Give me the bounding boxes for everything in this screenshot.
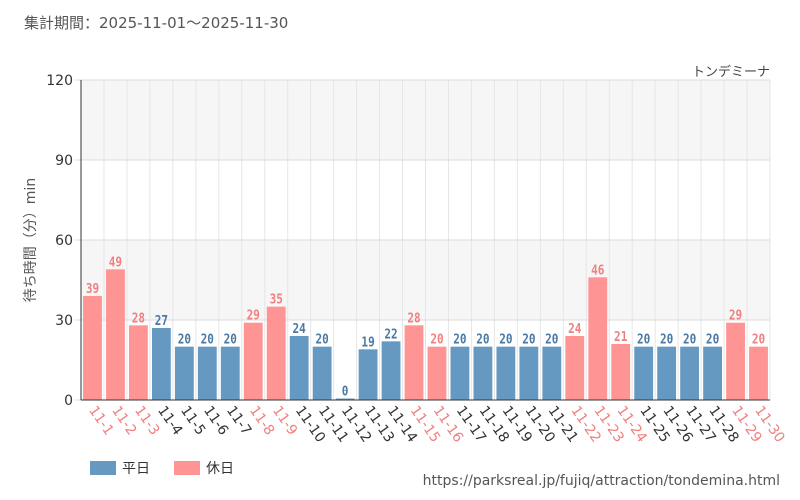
bar-value-label: 27	[155, 313, 168, 328]
bar-value-label: 20	[752, 332, 765, 347]
bar-11-5	[174, 346, 194, 400]
bar-value-label: 35	[270, 292, 283, 307]
x-tick-label: 11-2	[108, 403, 139, 438]
bar-value-label: 24	[568, 321, 581, 336]
bar-11-13	[358, 349, 378, 400]
bar-11-28	[703, 346, 722, 400]
bar-11-23	[588, 277, 608, 400]
bar-value-label: 20	[637, 332, 650, 347]
bar-value-label: 29	[729, 308, 742, 323]
bar-11-14	[381, 341, 401, 400]
bar-value-label: 39	[86, 281, 99, 296]
bar-value-label: 29	[247, 308, 260, 323]
legend-weekday-swatch	[90, 461, 116, 475]
bar-value-label: 20	[224, 332, 237, 347]
x-tick-label: 11-4	[154, 403, 185, 438]
bar-11-29	[726, 322, 745, 400]
bar-11-19	[496, 346, 516, 400]
bar-value-label: 20	[453, 332, 466, 347]
legend-weekday: 平日	[90, 458, 150, 478]
bar-value-label: 21	[614, 329, 627, 344]
bar-value-label: 20	[522, 332, 535, 347]
bar-11-4	[151, 328, 171, 400]
bar-11-22	[565, 336, 585, 400]
bar-11-25	[634, 346, 654, 400]
x-tick-label: 11-6	[200, 403, 231, 438]
bar-value-label: 46	[591, 262, 604, 277]
x-tick-label: 11-8	[246, 403, 277, 438]
y-tick-label: 0	[64, 393, 73, 409]
bar-value-label: 28	[407, 310, 420, 325]
bar-11-20	[519, 346, 539, 400]
y-tick-label: 120	[46, 73, 73, 89]
bar-value-label: 28	[132, 310, 145, 325]
x-tick-label: 11-7	[223, 403, 254, 438]
bar-value-label: 20	[660, 332, 673, 347]
x-tick-label: 11-1	[85, 403, 116, 438]
bar-11-21	[542, 346, 562, 400]
bar-11-11	[312, 346, 332, 400]
source-url: https://parksreal.jp/fujiq/attraction/to…	[422, 473, 780, 489]
bar-11-18	[473, 346, 493, 400]
bar-11-16	[427, 346, 447, 400]
bar-value-label: 19	[361, 334, 374, 349]
bar-11-15	[404, 325, 424, 400]
bar-value-label: 49	[109, 254, 122, 269]
bar-11-9	[266, 306, 286, 400]
bar-value-label: 20	[316, 332, 329, 347]
bar-11-12	[335, 398, 355, 400]
attraction-name: トンデミーナ	[691, 65, 770, 80]
legend-holiday-swatch	[174, 461, 200, 475]
period-label: 集計期間：2025-11-01～2025-11-30	[24, 14, 289, 32]
bar-11-7	[220, 346, 240, 400]
bar-value-label: 20	[430, 332, 443, 347]
bar-11-1	[83, 296, 102, 400]
bar-11-26	[657, 346, 677, 400]
bar-11-27	[680, 346, 700, 400]
x-tick-label: 11-9	[269, 403, 300, 438]
legend-holiday: 休日	[174, 458, 234, 478]
bar-value-label: 20	[201, 332, 214, 347]
x-tick-label: 11-5	[177, 403, 208, 438]
bar-11-8	[243, 322, 263, 400]
bar-11-30	[749, 346, 768, 400]
bar-value-label: 0	[342, 384, 349, 399]
bar-11-3	[129, 325, 148, 400]
bar-value-label: 20	[706, 332, 719, 347]
bar-value-label: 20	[683, 332, 696, 347]
y-tick-label: 90	[55, 153, 73, 169]
legend-holiday-label: 休日	[206, 461, 234, 477]
bar-11-17	[450, 346, 470, 400]
bar-11-6	[197, 346, 217, 400]
legend-weekday-label: 平日	[122, 461, 150, 477]
bar-11-24	[611, 344, 631, 400]
bar-value-label: 24	[293, 321, 306, 336]
bar-value-label: 22	[384, 326, 397, 341]
y-tick-label: 30	[55, 313, 73, 329]
bar-value-label: 20	[476, 332, 489, 347]
bar-value-label: 20	[499, 332, 512, 347]
bar-11-2	[106, 269, 125, 400]
y-tick-label: 60	[55, 233, 73, 249]
bar-value-label: 20	[545, 332, 558, 347]
x-tick-label: 11-3	[131, 403, 162, 438]
bar-11-10	[289, 336, 309, 400]
bar-value-label: 20	[178, 332, 191, 347]
